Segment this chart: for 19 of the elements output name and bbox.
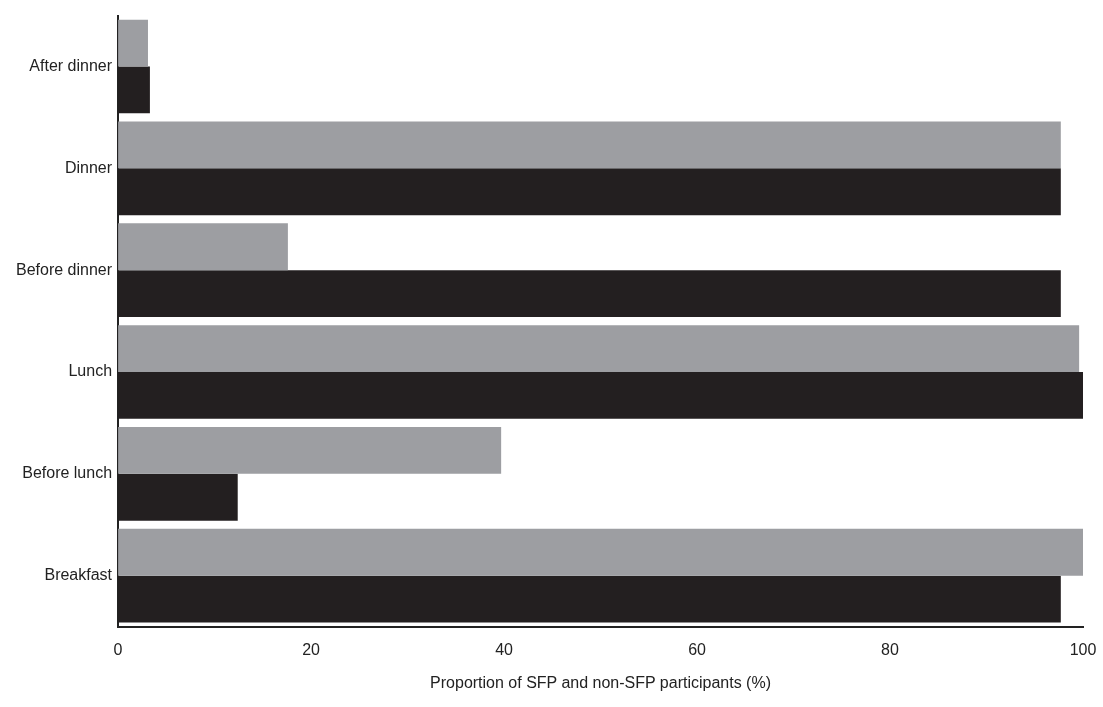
x-axis-title: Proportion of SFP and non-SFP participants (%): [430, 673, 771, 691]
y-tick-label: Before lunch: [22, 464, 113, 482]
y-tick-label: After dinner: [29, 56, 113, 74]
x-tick-label: 40: [495, 640, 514, 658]
y-tick-label: Dinner: [64, 158, 113, 176]
x-tick-label: 80: [881, 640, 900, 658]
x-tick-label: 0: [113, 640, 123, 658]
bar: [118, 427, 502, 474]
x-tick-label: 60: [688, 640, 707, 658]
bar: [118, 223, 288, 271]
y-tick-label: Lunch: [68, 362, 113, 380]
x-tick-label: 100: [1069, 640, 1097, 658]
bar: [118, 325, 1080, 373]
bar: [118, 19, 148, 67]
y-tick-label: Breakfast: [44, 566, 113, 584]
x-tick-label: 20: [302, 640, 321, 658]
y-tick-label: Before dinner: [16, 260, 113, 278]
bar: [118, 121, 1061, 169]
bar: [118, 528, 1083, 576]
